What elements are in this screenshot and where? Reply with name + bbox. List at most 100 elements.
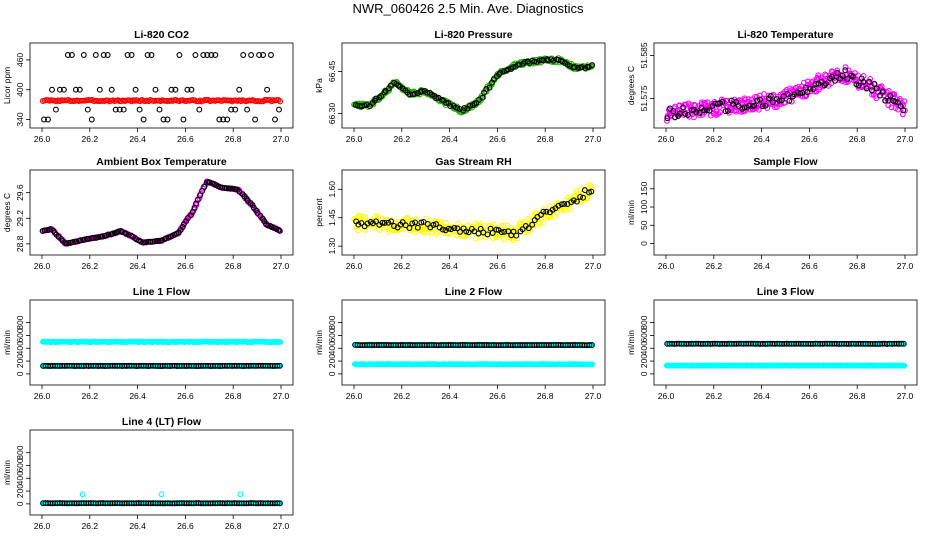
y-axis-label: percent (314, 198, 324, 227)
data-point (200, 52, 207, 58)
data-point (882, 97, 889, 104)
data-point (45, 116, 51, 123)
data-point (502, 227, 509, 234)
x-tick-label: 27.0 (273, 521, 290, 531)
series-all-points (39, 178, 283, 247)
chart-title: Sample Flow (753, 156, 818, 168)
chart-p3: Li-820 Temperature 26.0 26.2 26.4 26.6 26.8 27… (626, 29, 918, 144)
x-tick-label: 27.0 (585, 261, 602, 271)
data-point (484, 231, 491, 238)
x-tick-label: 26.6 (489, 391, 506, 401)
y-tick-label: 29.6 (15, 184, 25, 201)
data-point (828, 73, 835, 80)
x-tick-label: 27.0 (585, 391, 602, 401)
data-point (529, 221, 536, 228)
data-point (212, 52, 219, 58)
y-tick-label: 28.8 (15, 235, 25, 252)
x-tick-label: 26.2 (394, 134, 411, 144)
data-point (573, 198, 580, 205)
chart-title: Li-820 Pressure (434, 29, 512, 41)
data-point (164, 116, 171, 123)
x-tick-label: 26.4 (753, 134, 770, 144)
x-tick-label: 27.0 (273, 134, 290, 144)
plot-frame (653, 169, 918, 256)
data-point (867, 75, 874, 82)
data-point (236, 86, 243, 93)
y-tick-label: 400 (639, 341, 649, 355)
data-point (500, 222, 507, 229)
x-tick-label: 26.8 (537, 261, 554, 271)
data-point (514, 235, 521, 242)
data-point (479, 94, 486, 101)
x-tick-label: 26.6 (177, 521, 194, 531)
data-point (834, 69, 841, 76)
data-point (68, 52, 75, 58)
chart-title: Li-820 CO2 (134, 29, 189, 41)
data-point (540, 208, 547, 215)
data-point (580, 194, 587, 201)
data-point (128, 52, 135, 58)
data-point (544, 56, 551, 63)
data-point (513, 232, 520, 239)
data-point (442, 227, 449, 234)
data-point (483, 86, 490, 93)
y-tick-label: 800 (639, 315, 649, 329)
data-point (274, 500, 281, 507)
x-tick-label: 26.8 (225, 521, 242, 531)
data-point (355, 221, 362, 228)
data-point (586, 342, 593, 348)
data-point (411, 90, 418, 97)
data-point (192, 52, 199, 58)
data-point (517, 220, 524, 227)
y-axis-label: ml/min (626, 330, 636, 355)
y-axis-label: degrees C (626, 66, 636, 105)
data-point (490, 221, 497, 228)
data-point (224, 116, 231, 123)
data-point (754, 97, 761, 104)
data-point (391, 223, 397, 229)
data-point (519, 226, 526, 233)
data-point (360, 213, 366, 220)
data-point (589, 361, 596, 368)
y-tick-label: 600 (327, 328, 337, 342)
data-point (373, 95, 380, 102)
data-point (670, 108, 677, 115)
data-point (414, 224, 421, 231)
data-point (125, 231, 132, 238)
data-point (767, 93, 774, 100)
data-point (755, 106, 762, 113)
x-tick-label: 26.0 (34, 521, 51, 531)
x-tick-label: 26.4 (129, 261, 146, 271)
data-point (536, 57, 543, 64)
data-point (866, 78, 873, 85)
data-point (206, 179, 213, 186)
data-point (575, 65, 582, 71)
series-measured-CO2 (39, 96, 284, 105)
data-point (72, 86, 79, 93)
y-axis-label: kPa (314, 78, 324, 93)
data-point (156, 106, 163, 113)
data-point (355, 227, 361, 234)
data-point (276, 227, 283, 234)
y-axis-label: ml/min (2, 330, 12, 355)
x-tick-label: 26.8 (537, 134, 554, 144)
chart-p5: Gas Stream RH 26.0 26.2 26.4 26.6 26.8 27.0 1.3… (314, 156, 606, 271)
data-point (124, 52, 131, 58)
data-point (158, 491, 165, 498)
chart-p10: Line 4 (LT) Flow 26.0 26.2 26.4 26.6 26.8 27.0… (2, 416, 294, 531)
data-point (120, 106, 127, 113)
x-tick-label: 27.0 (273, 261, 290, 271)
y-tick-label: 51.585 (639, 42, 649, 68)
x-tick-label: 26.0 (346, 391, 363, 401)
data-point (839, 72, 846, 79)
data-point (868, 87, 875, 94)
data-point (832, 77, 838, 84)
y-tick-label: 800 (15, 445, 25, 459)
data-point (863, 85, 870, 92)
data-point (229, 185, 236, 192)
data-point (898, 340, 905, 347)
data-point (378, 93, 385, 100)
y-tick-label: 400 (327, 341, 337, 355)
x-tick-label: 27.0 (273, 391, 290, 401)
data-point (821, 82, 828, 89)
